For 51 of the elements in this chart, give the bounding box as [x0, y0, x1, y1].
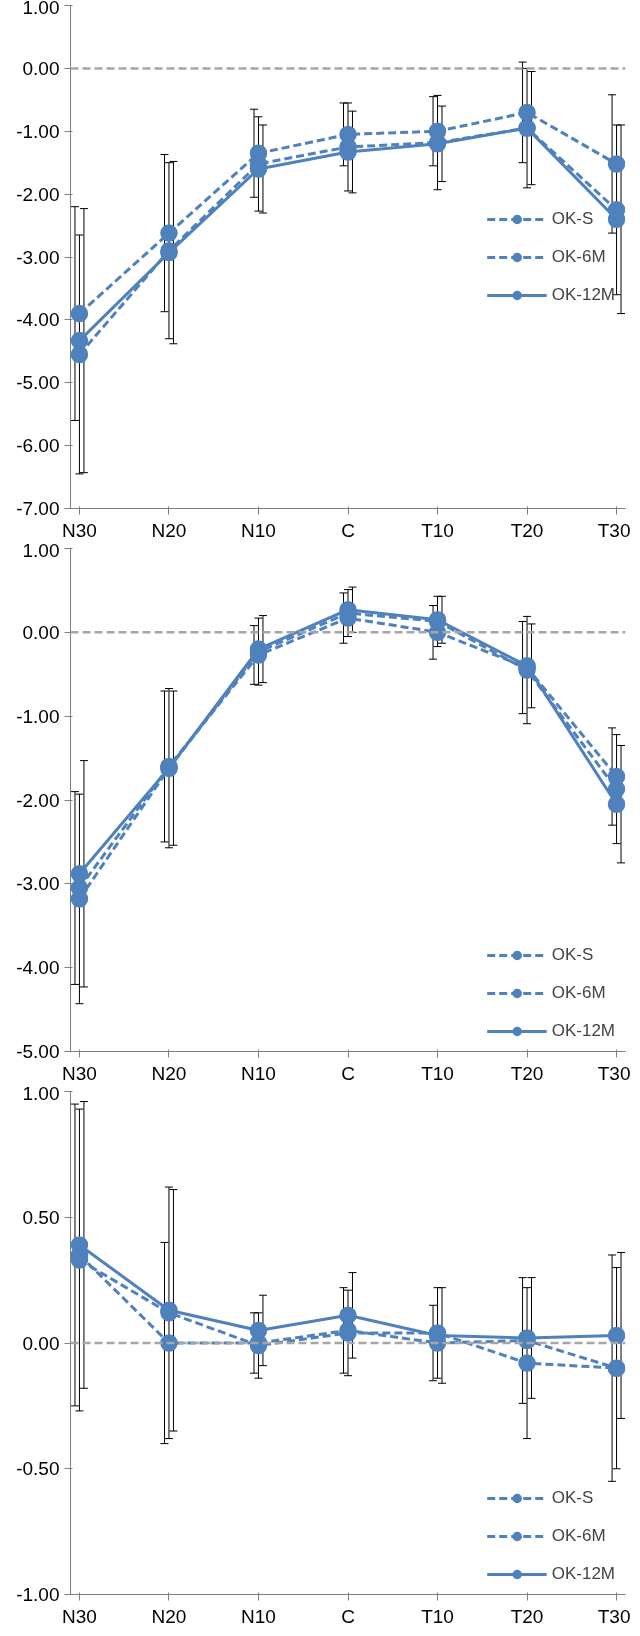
y-tick-label: -3.00 — [16, 873, 60, 895]
y-tick-label: -2.00 — [16, 789, 60, 811]
x-tick-label: N20 — [151, 1605, 187, 1627]
x-tick-label: N10 — [241, 1605, 276, 1627]
y-tick-label: -1.00 — [16, 705, 60, 727]
legend-label: OK-12M — [551, 1021, 615, 1041]
x-tick-label: N30 — [62, 1605, 97, 1627]
legend-label: OK-6M — [551, 246, 606, 267]
x-tick-label: T30 — [597, 519, 631, 541]
x-tick-label: N10 — [241, 519, 276, 541]
y-tick-label: 0.50 — [22, 1206, 60, 1228]
x-tick-label: N10 — [241, 1062, 276, 1084]
x-tick-label: T10 — [421, 519, 454, 541]
y-tick-label: 1.00 — [22, 539, 60, 561]
y-tick-label: -3.00 — [16, 246, 60, 268]
legend-label: OK-6M — [551, 983, 606, 1003]
y-tick-label: -4.00 — [16, 957, 60, 979]
legend-label: OK-S — [551, 1488, 594, 1508]
x-tick-label: T20 — [510, 1605, 544, 1627]
y-tick-label: -6.00 — [16, 435, 60, 457]
x-tick-label: N20 — [151, 1062, 187, 1084]
y-tick-label: -5.00 — [16, 372, 60, 394]
x-tick-label: T10 — [421, 1605, 454, 1627]
x-tick-label: C — [341, 1062, 355, 1084]
legend-label: OK-12M — [551, 284, 615, 305]
x-tick-label: N20 — [151, 519, 187, 541]
y-tick-label: 1.00 — [22, 1082, 60, 1104]
x-tick-label: N30 — [62, 519, 97, 541]
x-tick-label: T20 — [510, 1062, 544, 1084]
x-tick-label: C — [341, 1605, 355, 1627]
x-tick-label: T30 — [597, 1062, 631, 1084]
y-tick-label: -1.00 — [16, 120, 60, 142]
x-tick-label: T20 — [510, 519, 544, 541]
legend-label: OK-6M — [551, 1526, 606, 1546]
y-tick-label: 0.00 — [22, 621, 60, 643]
legend-label: OK-S — [551, 945, 594, 965]
x-tick-label: T30 — [597, 1605, 631, 1627]
legend-label: OK-S — [551, 208, 594, 229]
x-tick-label: C — [341, 519, 355, 541]
x-tick-label: T10 — [421, 1062, 454, 1084]
legend-label: OK-12M — [551, 1564, 615, 1584]
y-tick-label: 0.00 — [22, 57, 60, 79]
x-tick-label: N30 — [62, 1062, 97, 1084]
y-tick-label: 0.00 — [22, 1332, 60, 1354]
y-tick-label: -5.00 — [16, 1041, 60, 1062]
y-tick-label: -0.50 — [16, 1458, 60, 1480]
y-tick-label: -4.00 — [16, 309, 60, 331]
y-tick-label: -2.00 — [16, 183, 60, 205]
y-tick-label: -7.00 — [16, 498, 60, 519]
y-tick-label: -1.00 — [16, 1584, 60, 1605]
y-tick-label: 1.00 — [22, 0, 60, 18]
